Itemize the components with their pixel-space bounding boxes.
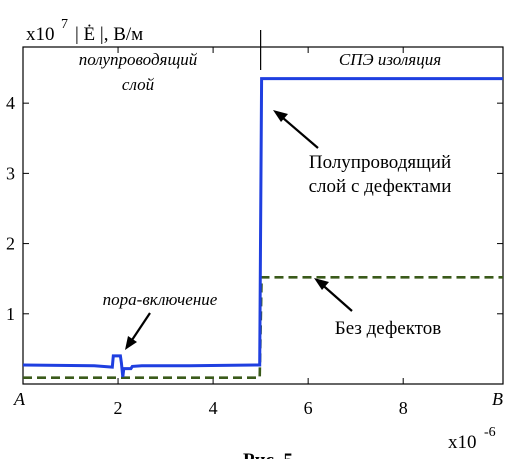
series-line-with-defects xyxy=(22,77,503,378)
annotation-pore-text: пора-включение xyxy=(103,290,218,309)
axis-ticks: 2 4 6 8 1 2 3 4 xyxy=(6,30,503,418)
region-left-label-line2: слой xyxy=(122,75,155,94)
region-right-label: СПЭ изоляция xyxy=(339,50,441,69)
annotation-pore-arrowhead xyxy=(125,336,137,350)
annotation-defect: Полупроводящий слой с дефектами xyxy=(273,110,451,197)
x-start-label: A xyxy=(13,389,26,409)
x-end-label: B xyxy=(492,389,503,409)
annotation-pore: пора-включение xyxy=(103,290,218,350)
x-tick-label: 2 xyxy=(114,398,123,418)
annotation-defect-line1: Полупроводящий xyxy=(309,152,451,173)
x-tick-label: 8 xyxy=(399,398,408,418)
annotation-nodefect-arrowhead xyxy=(314,278,329,290)
annotation-nodefect-text: Без дефектов xyxy=(335,318,441,339)
y-tick-label: 2 xyxy=(6,234,15,254)
annotation-nodefect: Без дефектов xyxy=(314,278,441,339)
x-tick-label: 4 xyxy=(209,398,218,418)
plot-frame xyxy=(22,46,504,385)
x-tick-label: 6 xyxy=(304,398,313,418)
y-axis-prefix: x10 xyxy=(26,24,55,45)
y-axis-label: | Ė |, В/м xyxy=(75,24,143,45)
x-multiplier-base: x10 xyxy=(448,432,477,453)
annotation-defect-arrowhead xyxy=(273,110,288,122)
region-left-label-line1: полупроводящий xyxy=(79,50,198,69)
x-multiplier-exponent: -6 xyxy=(484,425,496,440)
y-tick-label: 4 xyxy=(6,93,15,113)
y-tick-label: 1 xyxy=(6,304,15,324)
figure-caption: Рис. 5 xyxy=(243,450,293,459)
series-layer xyxy=(22,77,503,380)
y-tick-label: 3 xyxy=(6,163,15,183)
annotation-defect-line2: слой с дефектами xyxy=(309,176,452,197)
y-axis-exponent: 7 xyxy=(61,17,68,32)
